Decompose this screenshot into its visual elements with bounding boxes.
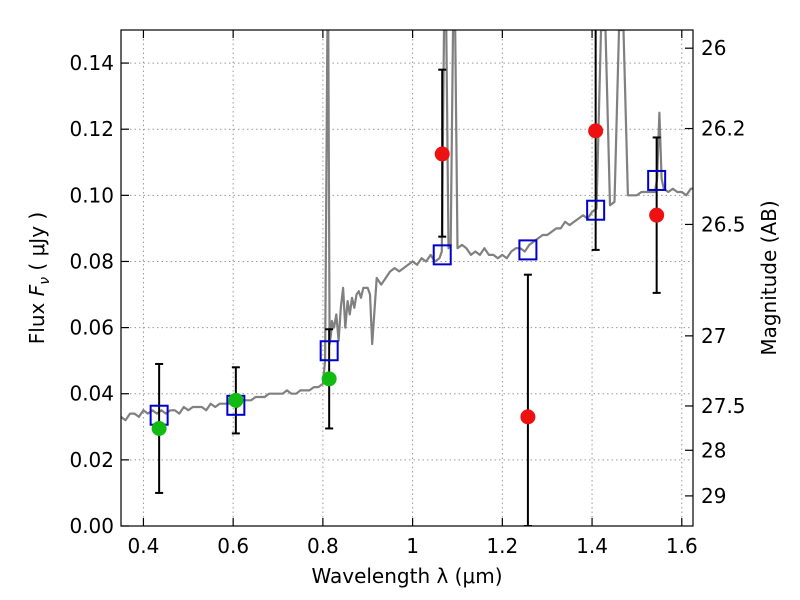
y-tick-label: 0.06 bbox=[69, 316, 114, 340]
model-band-square bbox=[647, 169, 667, 191]
model-band-square bbox=[586, 199, 606, 221]
right-tick-label: 26.2 bbox=[701, 117, 746, 141]
y-tick-label: 0.04 bbox=[69, 382, 114, 406]
y-tick-label: 0.12 bbox=[69, 117, 114, 141]
y-axis-label: Flux Fν ( μJy ) bbox=[25, 212, 53, 344]
right-tick-label: 27.5 bbox=[701, 394, 746, 418]
x-tick-label: 0.8 bbox=[307, 534, 339, 558]
right-tick-label: 26 bbox=[701, 36, 726, 60]
plot-area bbox=[121, 30, 693, 526]
nondetection-point bbox=[434, 146, 450, 162]
x-axis-label: Wavelength λ (μm) bbox=[311, 564, 502, 588]
model-spectrum-line bbox=[121, 30, 693, 422]
model-band-square bbox=[518, 239, 538, 261]
y-tick-label: 0.10 bbox=[69, 183, 114, 207]
nondetection-point bbox=[520, 409, 536, 425]
right-tick-label: 29 bbox=[701, 484, 726, 508]
y-axis-label-unit: ( μJy ) bbox=[25, 212, 49, 277]
model-band-square bbox=[319, 340, 339, 362]
detection-point bbox=[228, 392, 244, 408]
x-tick-label: 1 bbox=[406, 534, 419, 558]
x-tick-label: 0.6 bbox=[217, 534, 249, 558]
x-tick-label: 1.2 bbox=[486, 534, 518, 558]
y-axis-label-subscript: ν bbox=[37, 277, 53, 285]
plot-frame bbox=[120, 29, 694, 527]
error-bars bbox=[155, 30, 661, 526]
right-tick-label: 28 bbox=[701, 438, 726, 462]
right-tick-label: 27 bbox=[701, 324, 726, 348]
right-axis-label: Magnitude (AB) bbox=[757, 200, 781, 355]
markers bbox=[149, 123, 667, 436]
x-tick-label: 0.4 bbox=[128, 534, 160, 558]
nondetection-point bbox=[649, 207, 665, 223]
ticks bbox=[121, 30, 693, 527]
y-tick-label: 0.08 bbox=[69, 249, 114, 273]
tick-labels: 0.4 0.6 0.8 1 1.2 1.4 1.6 0.00 0.02 0.04 0.06 0.08 0… bbox=[69, 36, 745, 558]
y-axis-label-prefix: Flux bbox=[25, 296, 49, 344]
x-tick-label: 1.6 bbox=[666, 534, 698, 558]
y-axis-label-symbol: F bbox=[25, 284, 49, 296]
detection-point bbox=[151, 420, 167, 436]
y-tick-label: 0.14 bbox=[69, 51, 114, 75]
x-tick-label: 1.4 bbox=[576, 534, 608, 558]
y-tick-label: 0.02 bbox=[69, 448, 114, 472]
detection-point bbox=[321, 371, 337, 387]
right-tick-label: 26.5 bbox=[701, 212, 746, 236]
y-tick-label: 0.00 bbox=[69, 514, 114, 538]
model-band-square bbox=[432, 244, 452, 266]
nondetection-point bbox=[588, 123, 604, 139]
